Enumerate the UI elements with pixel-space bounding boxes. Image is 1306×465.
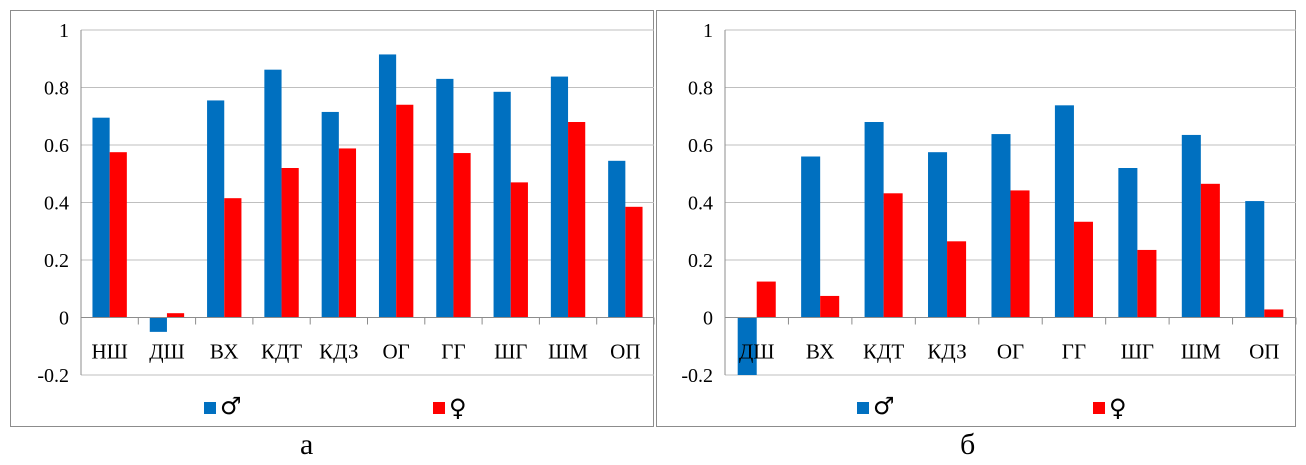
bar-male-3 (264, 69, 282, 318)
bar-male-1 (801, 156, 821, 318)
bar-female-0 (109, 152, 127, 318)
x-category-label: КДЗ (319, 340, 358, 364)
x-category-label: ОГ (382, 340, 409, 364)
x-category-label: ШГ (1121, 340, 1154, 364)
bar-male-7 (493, 91, 511, 318)
bar-male-4 (991, 134, 1011, 318)
legend-swatch-female (433, 402, 445, 414)
bar-female-7 (510, 182, 528, 318)
bar-male-5 (1054, 105, 1074, 318)
bar-male-0 (92, 117, 110, 318)
bar-female-8 (568, 122, 586, 318)
legend-swatch-male (204, 402, 216, 414)
y-tick-label: 0.8 (44, 78, 69, 100)
y-tick-label: 0 (59, 308, 69, 330)
y-tick-label: 0.2 (688, 250, 713, 272)
bar-male-6 (436, 78, 454, 318)
y-tick-label: 0.6 (688, 135, 713, 157)
x-category-label: ВХ (806, 340, 835, 364)
legend-label-male: ♂ (873, 392, 895, 420)
y-tick-label: 1 (59, 20, 69, 42)
bar-male-1 (149, 317, 167, 332)
bar-male-8 (550, 76, 569, 318)
bar-female-3 (947, 241, 967, 318)
bar-female-2 (224, 198, 242, 318)
bar-male-7 (1181, 134, 1201, 318)
bar-female-9 (625, 206, 643, 318)
x-category-label: ОП (610, 340, 640, 364)
bar-female-5 (396, 104, 414, 318)
x-category-label: ШГ (494, 340, 527, 364)
bar-female-2 (883, 193, 903, 318)
bar-female-4 (338, 148, 357, 318)
bar-chart-a: 1 0.8 0.6 0.4 0.2 0 -0.2 НШ ДШ ВХ КДТ КДЗ ОГ ГГ ШГ ШМ ОП… (37, 20, 655, 422)
legend-label-female: ♀ (1109, 394, 1127, 422)
x-category-label: ДШ (149, 340, 185, 364)
y-tick-label: 1 (703, 20, 713, 42)
bar-female-4 (1010, 190, 1030, 318)
y-tick-label: 0.6 (44, 135, 69, 157)
y-tick-label: 0.4 (688, 193, 713, 215)
bar-female-6 (1137, 249, 1157, 318)
bar-female-1 (820, 295, 840, 318)
bar-female-7 (1200, 183, 1220, 318)
x-category-label: ОГ (997, 340, 1024, 364)
x-category-label: ГГ (1062, 340, 1086, 364)
y-tick-label: -0.2 (37, 365, 69, 387)
y-tick-label: 0.4 (44, 193, 69, 215)
x-category-label: КДТ (261, 340, 302, 364)
caption-a: а (300, 428, 314, 461)
x-category-label: ГГ (441, 340, 465, 364)
bar-male-5 (378, 54, 397, 318)
x-category-label: ШМ (1181, 340, 1221, 364)
x-category-label: ШМ (548, 340, 588, 364)
x-category-label: ДШ (739, 340, 775, 364)
y-tick-label: -0.2 (681, 365, 713, 387)
bar-female-5 (1073, 221, 1093, 318)
legend-label-female: ♀ (449, 394, 467, 422)
legend-swatch-female (1093, 402, 1105, 414)
bar-male-3 (928, 152, 948, 318)
y-tick-label: 0 (703, 308, 713, 330)
chart-panel-a: 1 0.8 0.6 0.4 0.2 0 -0.2 НШ ДШ ВХ КДТ КДЗ ОГ ГГ ШГ ШМ ОП… (10, 10, 655, 427)
bar-female-1 (166, 313, 185, 318)
x-category-label: ОП (1249, 340, 1279, 364)
bar-chart-b: 1 0.8 0.6 0.4 0.2 0 -0.2 ДШ ВХ КДТ КДЗ ОГ ГГ ШГ ШМ ОП ♂ ♀ (681, 20, 1297, 422)
bar-male-6 (1118, 168, 1138, 318)
x-category-label: ВХ (210, 340, 239, 364)
chart-panel-b: 1 0.8 0.6 0.4 0.2 0 -0.2 ДШ ВХ КДТ КДЗ ОГ ГГ ШГ ШМ ОП ♂ ♀ (656, 10, 1297, 427)
bar-female-0 (756, 281, 776, 318)
legend-swatch-male (857, 402, 869, 414)
y-tick-label: 0.8 (688, 78, 713, 100)
bar-male-0 (737, 317, 757, 375)
x-category-label: КДЗ (927, 340, 966, 364)
legend-label-male: ♂ (220, 392, 242, 420)
bar-male-9 (608, 160, 626, 318)
bar-female-8 (1264, 309, 1284, 318)
bar-female-3 (281, 168, 299, 318)
bar-female-6 (453, 153, 471, 318)
bar-male-2 (864, 122, 884, 318)
x-category-label: КДТ (863, 340, 904, 364)
y-tick-label: 0.2 (44, 250, 69, 272)
bar-male-8 (1245, 201, 1265, 318)
x-category-label: НШ (91, 340, 127, 364)
caption-b: б (960, 428, 976, 461)
bar-male-4 (321, 111, 339, 318)
bar-male-2 (207, 100, 225, 318)
